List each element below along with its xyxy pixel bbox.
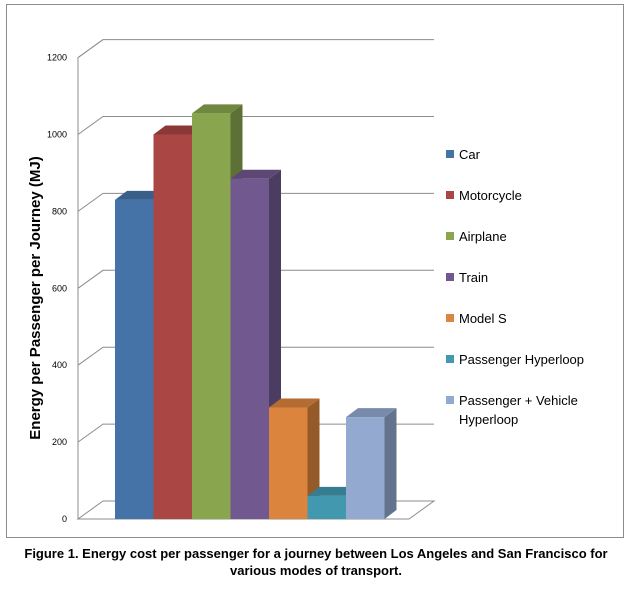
bar-top <box>269 398 320 408</box>
legend-swatch <box>446 273 454 281</box>
legend-label: Car <box>459 147 481 162</box>
bar-front <box>192 113 231 519</box>
legend-item-airplane: Airplane <box>446 229 507 244</box>
bar-side <box>307 398 320 519</box>
legend-label: Motorcycle <box>459 188 522 203</box>
energy-chart: 0 200 400 600 800 1000 1200 Energy per Passeng… <box>27 39 584 524</box>
y-axis-label: Energy per Passenger per Journey (MJ) <box>27 156 44 439</box>
bar-side <box>384 408 397 519</box>
caption-line-2: various modes of transport. <box>230 563 402 578</box>
bar-front <box>269 407 308 519</box>
bar-top <box>192 104 243 114</box>
gridline <box>77 423 434 443</box>
bar-model-s <box>269 398 320 519</box>
bar-front <box>153 134 192 519</box>
legend-label: Airplane <box>459 229 507 244</box>
legend-item-train: Train <box>446 270 488 285</box>
legend: Car Motorcycle Airplane Train Model S Passeng… <box>446 147 584 427</box>
bar-top <box>307 486 358 496</box>
gridline <box>77 39 434 59</box>
legend-item-model-s: Model S <box>446 311 507 326</box>
legend-swatch <box>446 355 454 363</box>
bar-top <box>153 125 204 135</box>
gridline <box>77 269 434 289</box>
legend-swatch <box>446 191 454 199</box>
figure-caption: Figure 1. Energy cost per passenger for … <box>0 545 632 579</box>
legend-swatch <box>446 150 454 158</box>
bars <box>115 104 397 520</box>
legend-label: Train <box>459 270 488 285</box>
legend-item-car: Car <box>446 147 481 162</box>
legend-label: Model S <box>459 311 507 326</box>
bar-top <box>346 408 397 418</box>
legend-item-passenger-hyperloop: Passenger Hyperloop <box>446 352 584 367</box>
y-tick-label: 0 <box>62 514 67 524</box>
legend-swatch <box>446 232 454 240</box>
bar-top <box>115 190 166 200</box>
bar-top <box>230 169 281 179</box>
y-axis-ticks: 0 200 400 600 800 1000 1200 <box>47 53 67 524</box>
y-tick-label: 1000 <box>47 130 67 140</box>
chart-frame <box>6 4 624 538</box>
gridlines <box>77 39 434 443</box>
y-tick-label: 600 <box>52 283 67 293</box>
legend-item-passenger-vehicle-hyperloop: Passenger + Vehicle Hyperloop <box>446 393 578 427</box>
bar-passenger-vehicle-hyperloop <box>346 408 397 519</box>
bar-front <box>307 495 346 519</box>
legend-label: Passenger Hyperloop <box>459 352 584 367</box>
legend-item-motorcycle: Motorcycle <box>446 188 522 203</box>
legend-swatch <box>446 314 454 322</box>
caption-line-1: Figure 1. Energy cost per passenger for … <box>24 546 608 561</box>
legend-swatch <box>446 396 454 404</box>
y-tick-label: 800 <box>52 206 67 216</box>
gridline <box>77 346 434 366</box>
y-tick-label: 400 <box>52 360 67 370</box>
bar-front <box>346 417 385 519</box>
y-tick-label: 200 <box>52 437 67 447</box>
legend-label: Passenger + Vehicle Hyperloop <box>459 393 578 427</box>
y-tick-label: 1200 <box>47 53 67 63</box>
bar-front <box>230 178 269 519</box>
bar-front <box>115 199 154 520</box>
gridline <box>77 116 434 135</box>
gridline <box>77 192 434 212</box>
